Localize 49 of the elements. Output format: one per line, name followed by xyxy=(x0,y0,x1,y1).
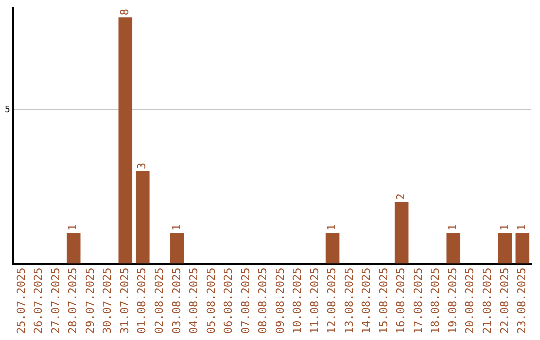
x-tick-label: 03.08.2025 xyxy=(170,268,184,334)
data-label: 8 xyxy=(118,9,132,16)
data-label: 3 xyxy=(136,162,149,170)
x-tick-label: 19.08.2025 xyxy=(446,268,460,334)
x-tick-label: 28.07.2025 xyxy=(66,268,80,334)
data-label: 1 xyxy=(446,224,460,232)
x-tick-label: 31.07.2025 xyxy=(118,268,132,334)
x-tick-label: 09.08.2025 xyxy=(274,268,287,334)
bar xyxy=(326,233,340,264)
bar xyxy=(66,233,81,264)
x-tick-label: 21.08.2025 xyxy=(481,268,494,334)
bar xyxy=(516,233,530,264)
x-tick-label: 12.08.2025 xyxy=(326,268,339,334)
data-label: 1 xyxy=(498,224,512,232)
x-tick-label: 18.08.2025 xyxy=(429,268,442,334)
x-tick-label: 05.08.2025 xyxy=(204,268,218,334)
bar xyxy=(136,171,150,264)
bar xyxy=(394,202,409,264)
bar xyxy=(446,233,461,264)
y-tick-label: 5 xyxy=(4,105,10,116)
bar xyxy=(118,18,133,264)
x-tick-label: 10.08.2025 xyxy=(291,268,304,334)
x-tick-label: 22.08.2025 xyxy=(498,268,512,334)
x-tick-label: 07.08.2025 xyxy=(239,268,252,334)
x-tick-label: 11.08.2025 xyxy=(308,268,322,334)
x-tick-label: 15.08.2025 xyxy=(377,268,390,334)
x-tick-label: 30.07.2025 xyxy=(101,268,114,334)
x-tick-label: 23.08.2025 xyxy=(516,268,529,334)
x-tick-label: 27.07.2025 xyxy=(49,268,62,334)
x-tick-label: 04.08.2025 xyxy=(188,268,201,334)
data-label: 2 xyxy=(394,194,408,200)
x-tick-label: 20.08.2025 xyxy=(464,268,477,334)
data-label: 1 xyxy=(66,224,80,232)
bar xyxy=(498,233,512,264)
data-label: 1 xyxy=(170,224,184,232)
x-tick-label: 17.08.2025 xyxy=(412,268,425,334)
x-tick-label: 08.08.2025 xyxy=(256,268,270,334)
data-label: 1 xyxy=(516,224,529,232)
x-tick-label: 26.07.2025 xyxy=(32,268,46,334)
x-tick-label: 01.08.2025 xyxy=(136,268,149,334)
x-tick-label: 06.08.2025 xyxy=(222,268,236,334)
bar xyxy=(170,233,184,264)
x-tick-label: 29.07.2025 xyxy=(84,268,97,334)
x-tick-label: 25.07.2025 xyxy=(14,268,28,334)
data-label: 1 xyxy=(326,224,339,232)
x-tick-label: 13.08.2025 xyxy=(342,268,356,334)
x-tick-label: 02.08.2025 xyxy=(153,268,166,334)
x-tick-label: 16.08.2025 xyxy=(394,268,408,334)
x-tick-label: 14.08.2025 xyxy=(360,268,374,334)
